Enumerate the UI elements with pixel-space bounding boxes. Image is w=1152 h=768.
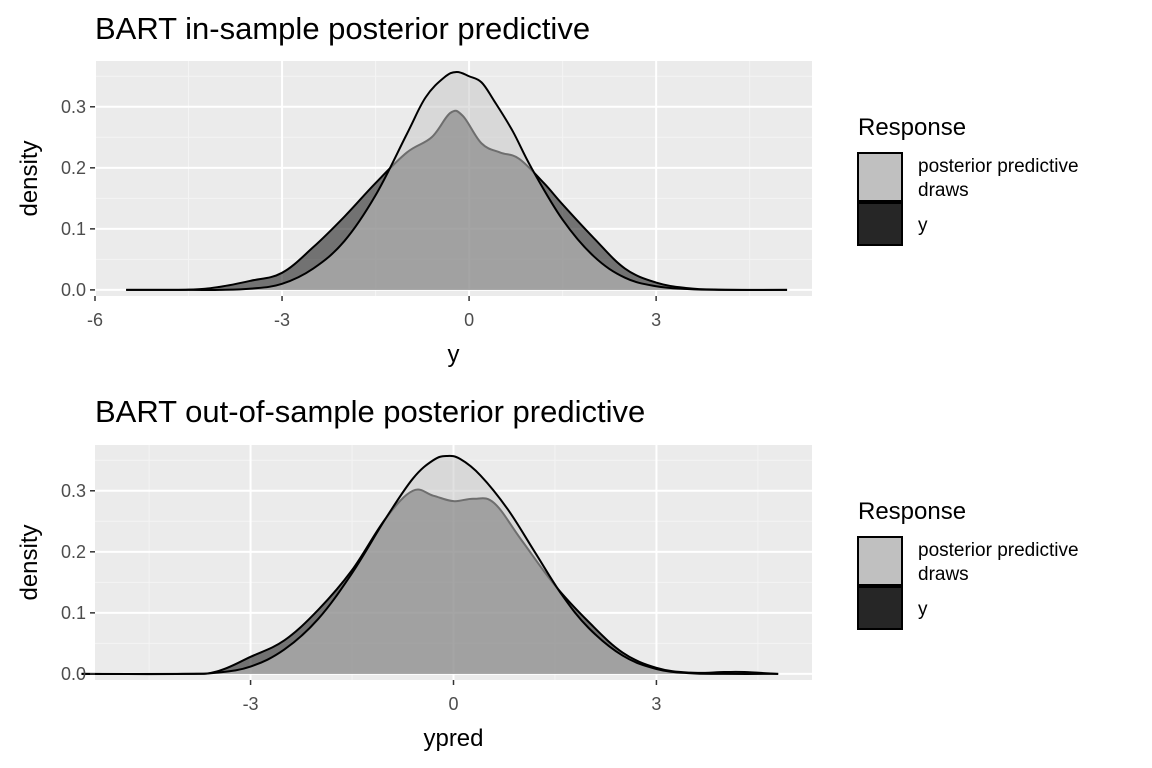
density-area-posterior-predictive	[126, 71, 788, 290]
x-tick-label: 0	[448, 694, 458, 714]
x-tick-label: -6	[87, 310, 103, 330]
y-tick-label: 0.1	[61, 219, 86, 239]
y-tick-label: 0.0	[61, 664, 86, 684]
y-axis-title: density	[16, 140, 43, 216]
x-tick-label: -3	[274, 310, 290, 330]
x-tick-label: 3	[651, 310, 661, 330]
y-axis-title: density	[16, 524, 43, 600]
density-area-posterior-predictive	[81, 455, 779, 674]
legend-label: y	[918, 599, 928, 620]
x-tick-label: -3	[243, 694, 259, 714]
legend-title: Response	[858, 498, 966, 525]
y-tick-label: 0.0	[61, 280, 86, 300]
x-tick-label: 0	[464, 310, 474, 330]
chart-title: BART out-of-sample posterior predictive	[95, 394, 645, 429]
x-axis-title: y	[448, 341, 460, 368]
y-tick-label: 0.3	[61, 481, 86, 501]
legend: Response posterior predictive draws y	[857, 498, 1079, 630]
y-tick-label: 0.1	[61, 603, 86, 623]
legend-label: draws	[918, 180, 969, 201]
density-line-posterior-predictive	[126, 70, 788, 291]
legend-label: y	[918, 215, 928, 236]
y-tick-label: 0.3	[61, 97, 86, 117]
chart-title: BART in-sample posterior predictive	[95, 11, 590, 46]
x-tick-label: 3	[651, 694, 661, 714]
y-tick-label: 0.2	[61, 158, 86, 178]
legend-label: posterior predictive	[918, 156, 1079, 177]
legend-label: draws	[918, 564, 969, 585]
legend-key	[857, 202, 903, 246]
chart-panel-2: BART out-of-sample posterior predictive 0…	[16, 394, 1079, 752]
legend-label: posterior predictive	[918, 540, 1079, 561]
x-axis-title: ypred	[423, 725, 483, 752]
legend-key	[857, 536, 903, 586]
y-tick-label: 0.2	[61, 542, 86, 562]
legend: Response posterior predictive draws y	[857, 114, 1079, 246]
legend-title: Response	[858, 114, 966, 141]
chart-panel-1: BART in-sample posterior predictive 0.0 0.…	[16, 11, 1079, 368]
density-line-posterior-predictive	[81, 454, 779, 675]
legend-key	[857, 586, 903, 630]
legend-key	[857, 152, 903, 202]
